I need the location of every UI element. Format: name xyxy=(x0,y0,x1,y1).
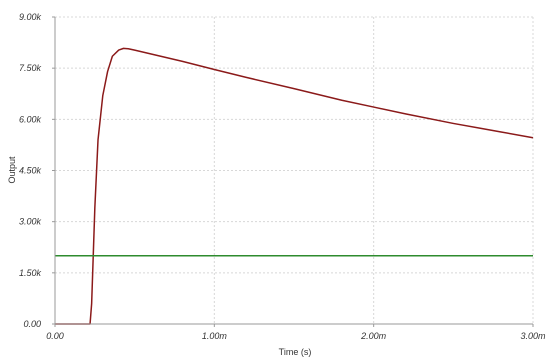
y-tick-label: 6.00k xyxy=(19,114,42,124)
y-tick-label: 9.00k xyxy=(19,12,42,22)
y-tick-label: 3.00k xyxy=(19,217,42,227)
x-tick-label: 3.00m xyxy=(520,331,546,341)
series-line-0 xyxy=(55,47,534,325)
grid-lines xyxy=(55,16,534,324)
y-tick-label: 0.00 xyxy=(23,319,41,329)
tick-labels: 0.00 1.00m 2.00m 3.00m 0.00 1.50k 3.00k 4.50k 6.… xyxy=(19,12,546,341)
y-tick-label: 1.50k xyxy=(19,268,42,278)
series-layer xyxy=(55,47,534,325)
y-tick-label: 4.50k xyxy=(19,166,42,176)
x-tick-label: 1.00m xyxy=(202,331,228,341)
axes xyxy=(52,16,534,327)
y-tick-label: 7.50k xyxy=(19,63,42,73)
x-tick-label: 0.00 xyxy=(46,331,64,341)
x-tick-label: 2.00m xyxy=(360,331,387,341)
x-axis-title: Time (s) xyxy=(279,347,312,357)
y-axis-title: Output xyxy=(7,156,17,184)
